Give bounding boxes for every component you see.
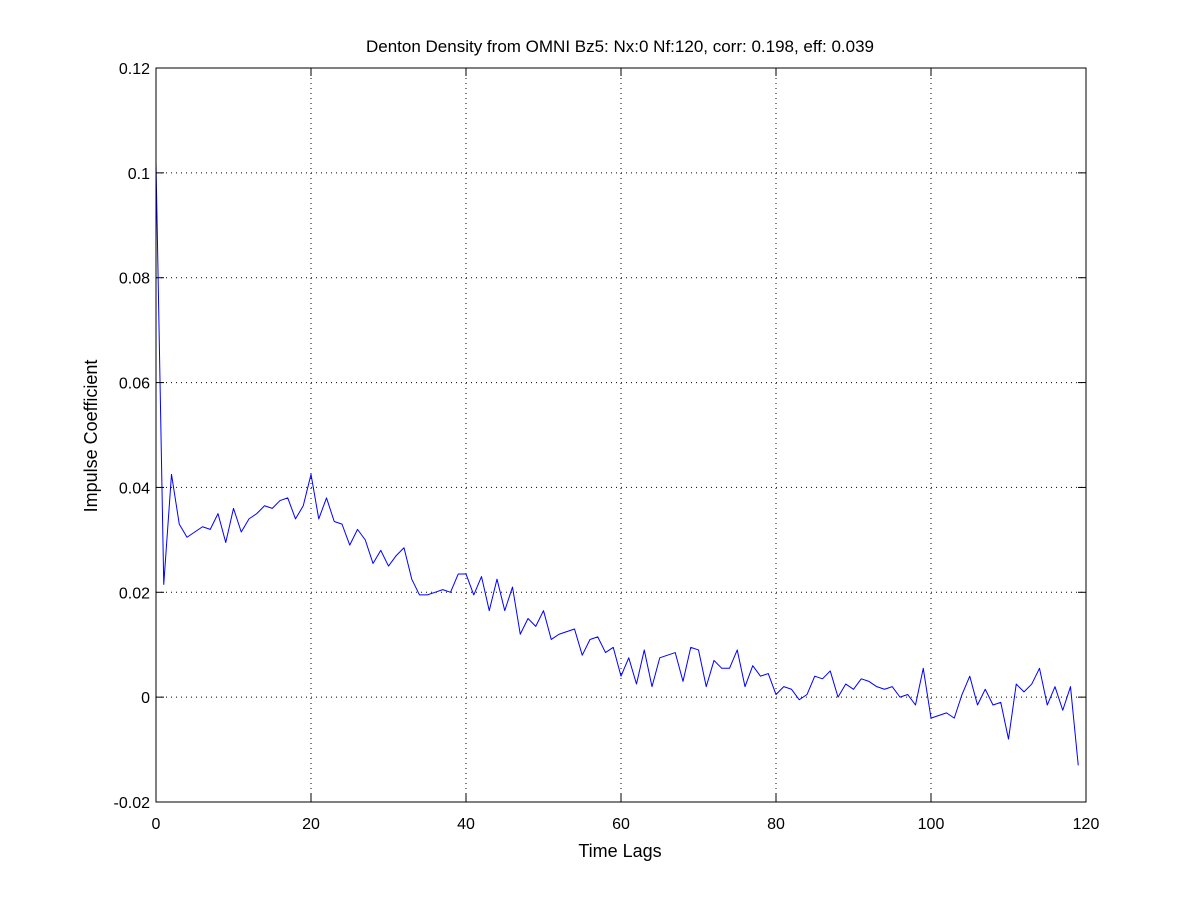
x-tick-labels: 0 20 40 60 80 100 120 (152, 816, 1100, 833)
x-tick-label: 120 (1073, 816, 1100, 833)
series-line (155, 162, 1079, 766)
y-axis-title: Impulse Coefficient (81, 360, 101, 513)
x-tick-label: 40 (457, 816, 475, 833)
y-tick-label: 0.06 (119, 376, 150, 393)
y-tick-label: 0.1 (128, 166, 150, 183)
grid-lines (156, 68, 1086, 802)
x-tick-label: 0 (152, 816, 161, 833)
chart-title: Denton Density from OMNI Bz5: Nx:0 Nf:12… (366, 37, 874, 56)
x-tick-label: 60 (612, 816, 630, 833)
x-tick-label: 20 (302, 816, 320, 833)
tick-marks (155, 67, 1087, 803)
y-tick-label: -0.02 (114, 795, 151, 812)
x-axis-title: Time Lags (578, 841, 661, 861)
y-tick-label: 0.04 (119, 480, 150, 497)
y-tick-label: 0 (141, 690, 150, 707)
y-tick-label: 0.08 (119, 271, 150, 288)
data-series (155, 162, 1079, 766)
y-tick-labels: -0.02 0 0.02 0.04 0.06 0.08 0.1 0.12 (114, 61, 151, 812)
y-tick-label: 0.12 (119, 61, 150, 78)
x-tick-label: 80 (767, 816, 785, 833)
y-tick-label: 0.02 (119, 585, 150, 602)
x-tick-label: 100 (918, 816, 945, 833)
